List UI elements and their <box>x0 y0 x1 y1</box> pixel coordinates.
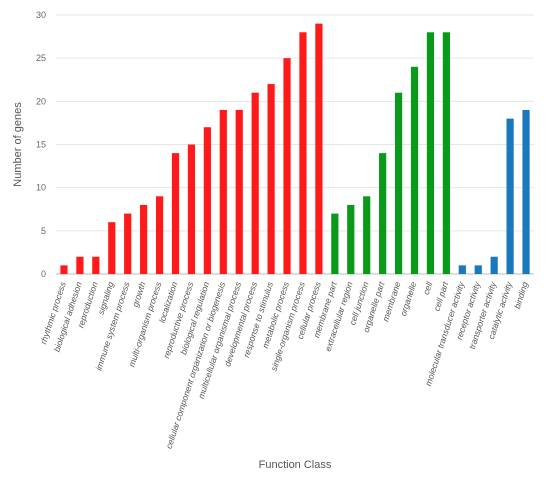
x-tick-label: cell <box>421 280 435 296</box>
bar <box>124 213 132 274</box>
bar <box>331 213 339 274</box>
bar <box>140 204 148 274</box>
bar <box>203 127 211 274</box>
bar <box>219 109 227 274</box>
x-tick-label: multi-organism process <box>127 280 164 368</box>
x-tick-label: binding <box>512 280 530 310</box>
x-tick-label: immune system process <box>93 280 131 372</box>
bar <box>458 265 466 274</box>
bar <box>251 92 259 274</box>
bar <box>442 32 450 275</box>
y-tick-label: 10 <box>36 183 46 193</box>
x-axis-title: Function Class <box>259 459 332 471</box>
bar <box>426 32 435 275</box>
bar <box>187 144 196 274</box>
grid-lines <box>56 14 534 232</box>
bar <box>315 23 323 275</box>
bar <box>522 109 530 274</box>
y-tick-label: 0 <box>41 269 46 279</box>
bar <box>490 256 498 274</box>
bars <box>60 23 530 275</box>
bar <box>363 196 371 274</box>
y-tick-label: 25 <box>36 53 46 63</box>
y-axis-title: Number of genes <box>12 102 24 187</box>
bar <box>474 265 482 274</box>
bar <box>76 256 84 274</box>
bar <box>171 153 180 274</box>
y-tick-label: 15 <box>36 140 46 150</box>
bar <box>235 109 243 274</box>
bar <box>347 204 355 274</box>
bar <box>299 32 307 275</box>
x-tick-label: growth <box>130 280 148 308</box>
y-axis-ticks: 0 5 10 15 20 25 30 <box>36 10 46 279</box>
bar <box>394 92 403 274</box>
bar <box>267 84 275 274</box>
bar <box>92 256 100 274</box>
bar <box>60 265 68 274</box>
y-tick-label: 20 <box>36 96 46 106</box>
y-tick-label: 5 <box>41 226 46 236</box>
y-tick-label: 30 <box>36 10 46 20</box>
bar <box>379 153 387 274</box>
bar <box>283 58 291 274</box>
bar <box>410 66 419 274</box>
bar <box>155 196 164 274</box>
bar <box>506 118 514 274</box>
bar <box>108 222 116 274</box>
